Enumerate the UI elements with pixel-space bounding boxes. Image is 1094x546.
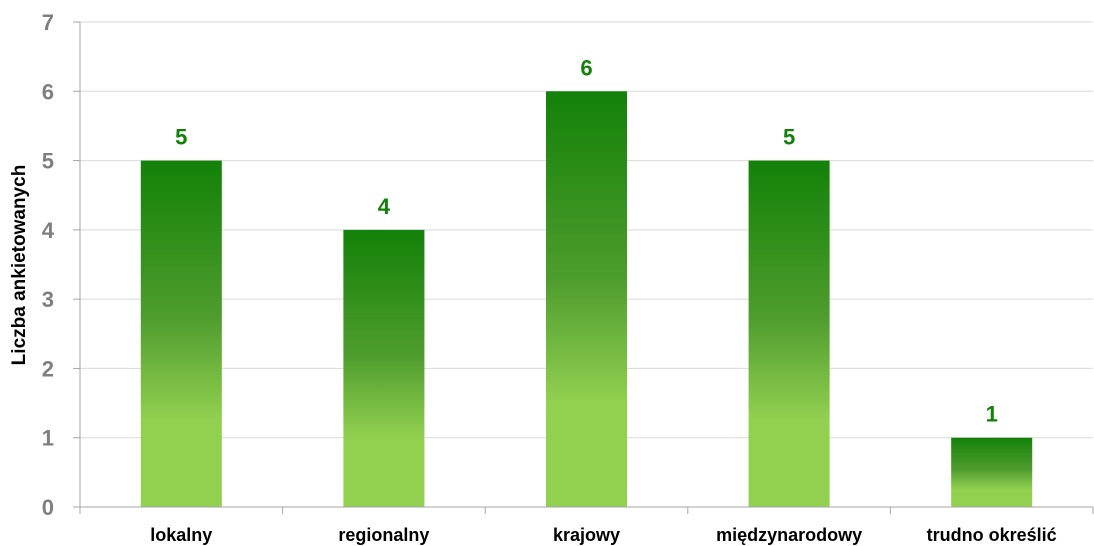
y-tick-label: 5: [42, 149, 54, 174]
y-axis-title: Liczba ankietowanych: [9, 165, 30, 366]
y-tick-label: 0: [42, 495, 54, 520]
y-tick-label: 2: [42, 356, 54, 381]
x-tick-label: regionalny: [338, 525, 429, 545]
data-label: 5: [175, 125, 187, 150]
bars: [140, 91, 1033, 508]
x-tick-label: lokalny: [150, 525, 212, 545]
bar: [545, 91, 628, 508]
bar: [140, 160, 222, 508]
y-tick-label: 4: [42, 218, 55, 243]
y-tick-label: 7: [42, 10, 54, 35]
data-label: 6: [580, 55, 592, 80]
y-tick-label: 1: [42, 426, 54, 451]
bar: [951, 437, 1033, 507]
labels: 0 1 2 3 4 5 6 7 5 lokalny 4 regionalny 6 krajowy 5 międ…: [42, 10, 1057, 545]
x-tick-label: krajowy: [553, 525, 620, 545]
bar: [748, 160, 830, 508]
y-tick-label: 6: [42, 79, 54, 104]
x-tick-label: trudno określić: [927, 525, 1057, 545]
data-label: 5: [783, 125, 795, 150]
data-label: 1: [986, 402, 998, 427]
data-label: 4: [378, 194, 391, 219]
axes: [73, 21, 1094, 514]
bar: [343, 229, 425, 507]
x-tick-label: międzynarodowy: [716, 525, 862, 545]
y-tick-label: 3: [42, 287, 54, 312]
